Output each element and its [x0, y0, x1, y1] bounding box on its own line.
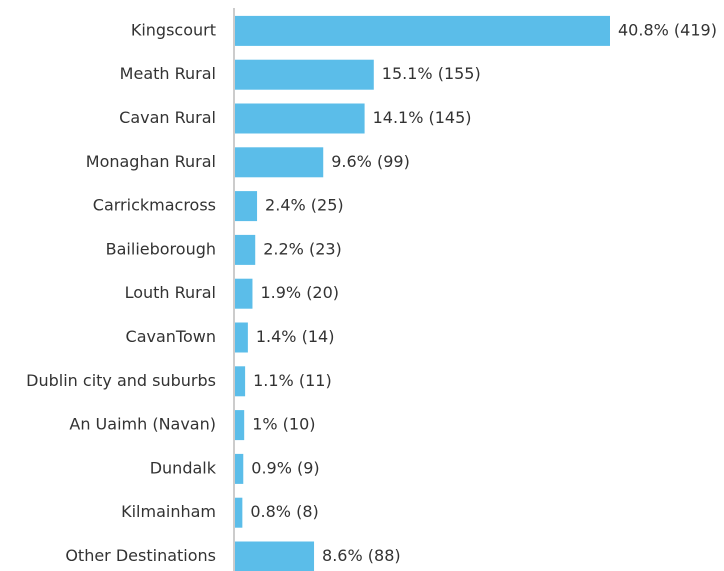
bar — [235, 453, 244, 484]
bar — [235, 366, 246, 397]
category-label: An Uaimh (Navan) — [69, 415, 216, 434]
value-label: 1% (10) — [252, 415, 315, 434]
category-label: Carrickmacross — [93, 196, 216, 215]
category-label: Kilmainham — [121, 502, 216, 521]
category-label: Kingscourt — [131, 20, 216, 39]
value-label: 40.8% (419) — [618, 20, 717, 39]
bar — [235, 322, 248, 353]
value-label: 2.2% (23) — [263, 239, 342, 258]
bar — [235, 15, 610, 46]
bar — [235, 147, 324, 178]
value-label: 14.1% (145) — [373, 108, 472, 127]
bar — [235, 59, 374, 90]
value-label: 1.9% (20) — [260, 283, 339, 302]
category-label: Other Destinations — [65, 546, 216, 565]
value-label: 2.4% (25) — [265, 196, 344, 215]
bar — [235, 191, 258, 222]
category-label: Dublin city and suburbs — [26, 371, 216, 390]
value-label: 15.1% (155) — [382, 64, 481, 83]
value-label: 1.1% (11) — [253, 371, 332, 390]
category-label: Cavan Rural — [119, 108, 216, 127]
bar — [235, 541, 315, 571]
value-label: 0.9% (9) — [251, 458, 319, 477]
value-label: 9.6% (99) — [331, 152, 410, 171]
value-label: 8.6% (88) — [322, 546, 401, 565]
category-label: Monaghan Rural — [86, 152, 216, 171]
value-label: 1.4% (14) — [256, 327, 335, 346]
category-label: Dundalk — [150, 458, 217, 477]
bar — [235, 103, 365, 134]
bar — [235, 410, 245, 441]
category-label: Meath Rural — [120, 64, 216, 83]
category-label: Louth Rural — [125, 283, 216, 302]
value-label: 0.8% (8) — [250, 502, 318, 521]
category-label: CavanTown — [126, 327, 216, 346]
category-label: Bailieborough — [106, 239, 216, 258]
bar — [235, 278, 253, 309]
bar — [235, 234, 256, 265]
bar — [235, 497, 243, 528]
